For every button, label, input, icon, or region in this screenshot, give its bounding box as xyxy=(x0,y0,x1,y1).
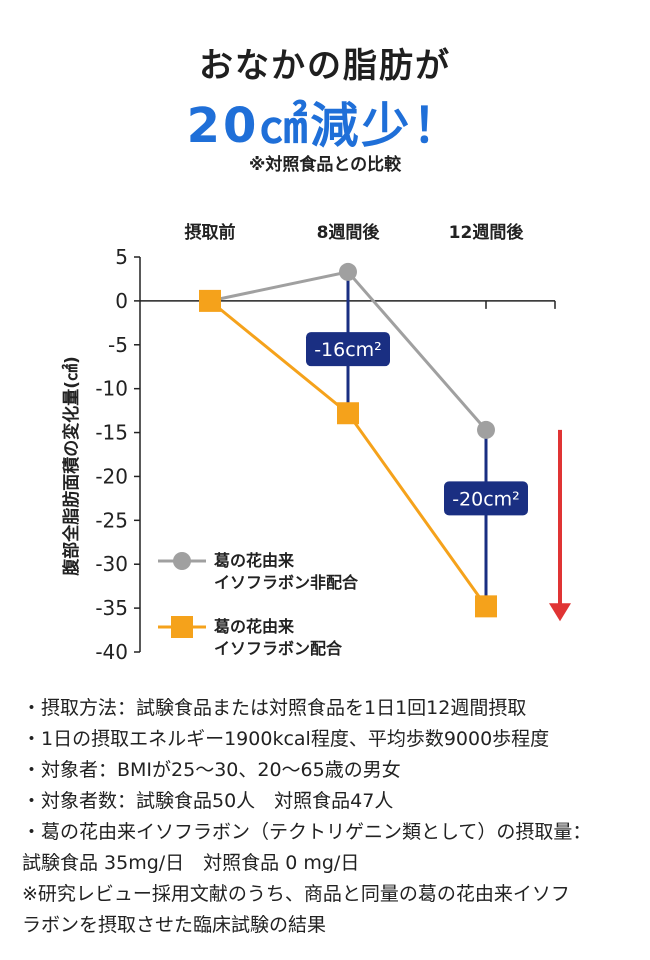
decrease-arrow xyxy=(549,429,571,622)
chart-series xyxy=(199,262,497,618)
series-point xyxy=(477,420,495,439)
arrow-head xyxy=(549,603,571,622)
note-line: ・摂取方法：試験食品または対照食品を1日1回12週間摂取 xyxy=(22,697,527,719)
headline-rest: 減少！ xyxy=(310,98,464,154)
y-tick-label: -5 xyxy=(108,333,128,357)
legend-label: イソフラボン配合 xyxy=(214,639,343,658)
x-category-label: 摂取前 xyxy=(185,222,236,243)
x-category-labels: 摂取前 8週間後 12週間後 xyxy=(185,222,525,243)
y-tick-label: -15 xyxy=(95,421,128,445)
x-category-label: 12週間後 xyxy=(449,222,525,243)
difference-label: -20cm² xyxy=(452,488,520,510)
series-point xyxy=(337,402,359,425)
legend-marker xyxy=(171,616,193,638)
y-tick-label: -40 xyxy=(95,640,128,664)
study-notes: ・摂取方法：試験食品または対照食品を1日1回12週間摂取・1日の摂取エネルギー1… xyxy=(22,693,642,941)
line-chart: 5 0 -5 -10 -15 -20 -25 -30 -35 -40 摂取前 8週間後 12週間後 腹… xyxy=(61,222,571,664)
y-tick-labels: 5 0 -5 -10 -15 -20 -25 -30 -35 -40 xyxy=(95,245,140,664)
series-point xyxy=(199,289,221,312)
y-tick-label: 5 xyxy=(115,245,128,269)
note-line: 試験食品 35mg/日 対照食品 0 mg/日 xyxy=(22,852,360,874)
legend-label: 葛の花由来 xyxy=(214,617,295,636)
y-tick-label: -30 xyxy=(95,552,128,576)
y-tick-label: -25 xyxy=(95,508,128,532)
y-tick-label: 0 xyxy=(115,289,128,313)
difference-badges: -16cm² -20cm² xyxy=(306,332,528,516)
headline-unit: ㎠ xyxy=(259,98,311,154)
series-point xyxy=(475,595,497,618)
y-tick-label: -35 xyxy=(95,596,128,620)
note-line: ラボンを摂取させた臨床試験の結果 xyxy=(22,914,327,936)
legend-marker xyxy=(173,552,191,570)
legend-label: イソフラボン非配合 xyxy=(214,573,359,592)
headline-reduction: 20㎠減少！ xyxy=(0,86,650,156)
y-axis-label: 腹部全脂肪面積の変化量(㎠) xyxy=(61,356,82,576)
y-tick-label: -20 xyxy=(95,464,128,488)
headline-value: 20 xyxy=(186,98,260,154)
note-line: ・1日の摂取エネルギー1900kcal程度、平均歩数9000歩程度 xyxy=(22,728,550,750)
difference-badge xyxy=(306,332,390,367)
difference-lines xyxy=(346,271,488,607)
difference-label: -16cm² xyxy=(314,339,382,361)
headline-title: おなかの脂肪が xyxy=(199,46,451,86)
legend-label: 葛の花由来 xyxy=(214,551,295,570)
comparison-note: ※対照食品との比較 xyxy=(248,155,402,175)
note-line: ・対象者数：試験食品50人 対照食品47人 xyxy=(22,790,394,812)
series-point xyxy=(339,262,357,281)
x-category-label: 8週間後 xyxy=(317,222,381,243)
y-tick-label: -10 xyxy=(95,377,128,401)
note-line: ・対象者：BMIが25〜30、20〜65歳の男女 xyxy=(22,759,401,781)
note-line: ・葛の花由来イソフラボン（テクトリゲニン類として）の摂取量： xyxy=(22,821,592,843)
note-line: ※研究レビュー採用文献のうち、商品と同量の葛の花由来イソフ xyxy=(22,883,570,905)
difference-badge xyxy=(444,481,528,516)
